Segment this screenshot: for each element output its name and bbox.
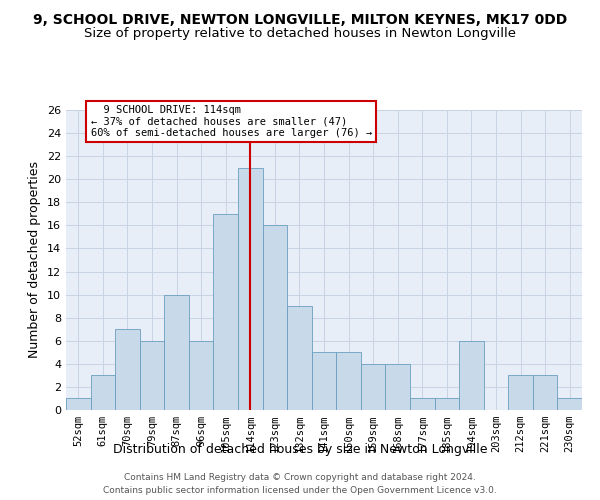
Bar bbox=[238, 168, 263, 410]
Bar bbox=[140, 341, 164, 410]
Bar bbox=[508, 376, 533, 410]
Bar bbox=[557, 398, 582, 410]
Text: 9, SCHOOL DRIVE, NEWTON LONGVILLE, MILTON KEYNES, MK17 0DD: 9, SCHOOL DRIVE, NEWTON LONGVILLE, MILTO… bbox=[33, 12, 567, 26]
Bar bbox=[189, 341, 214, 410]
Bar bbox=[164, 294, 189, 410]
Bar bbox=[287, 306, 312, 410]
Bar bbox=[263, 226, 287, 410]
Bar bbox=[66, 398, 91, 410]
Y-axis label: Number of detached properties: Number of detached properties bbox=[28, 162, 41, 358]
Bar bbox=[459, 341, 484, 410]
Text: Distribution of detached houses by size in Newton Longville: Distribution of detached houses by size … bbox=[113, 442, 487, 456]
Bar bbox=[115, 329, 140, 410]
Bar bbox=[91, 376, 115, 410]
Text: 9 SCHOOL DRIVE: 114sqm
← 37% of detached houses are smaller (47)
60% of semi-det: 9 SCHOOL DRIVE: 114sqm ← 37% of detached… bbox=[91, 105, 372, 138]
Bar bbox=[312, 352, 336, 410]
Bar bbox=[361, 364, 385, 410]
Bar bbox=[533, 376, 557, 410]
Bar bbox=[336, 352, 361, 410]
Text: Contains HM Land Registry data © Crown copyright and database right 2024.: Contains HM Land Registry data © Crown c… bbox=[124, 472, 476, 482]
Bar bbox=[385, 364, 410, 410]
Text: Size of property relative to detached houses in Newton Longville: Size of property relative to detached ho… bbox=[84, 28, 516, 40]
Bar bbox=[434, 398, 459, 410]
Bar bbox=[410, 398, 434, 410]
Text: Contains public sector information licensed under the Open Government Licence v3: Contains public sector information licen… bbox=[103, 486, 497, 495]
Bar bbox=[214, 214, 238, 410]
